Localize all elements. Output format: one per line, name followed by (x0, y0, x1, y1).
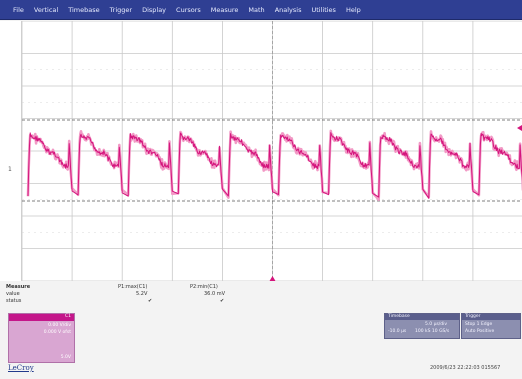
value-label: value (6, 291, 20, 297)
trigger-mode: Stop 1 Edge (465, 322, 493, 327)
channel-1-marker[interactable]: 1 (8, 166, 12, 173)
menu-utilities[interactable]: Utilities (311, 5, 336, 14)
p2-status-check-icon: ✔ (220, 298, 225, 304)
menu-measure[interactable]: Measure (210, 5, 239, 14)
measure-label: Measure (6, 284, 31, 290)
channel-1-descriptor[interactable]: C1 0.00 V/div 0.000 V ofst 5.0V (8, 313, 75, 363)
menu-math[interactable]: Math (248, 5, 265, 14)
menu-help[interactable]: Help (345, 5, 361, 14)
trigger-header-bar (462, 314, 520, 320)
timebase-scale: 5.0 μs/div (425, 322, 448, 327)
channel-level: 5.0V (60, 355, 71, 360)
menu-analysis[interactable]: Analysis (274, 5, 302, 14)
trigger-descriptor[interactable]: Trigger Stop 1 Edge Auto Positive (461, 313, 521, 339)
status-label: status (6, 298, 22, 304)
screen-left-margin: 1 (0, 21, 21, 281)
timebase-delay: -10.0 μs (388, 329, 407, 334)
p1-value: 5.2V (136, 291, 148, 297)
trigger-position-marker[interactable] (269, 276, 276, 281)
timebase-descriptor[interactable]: Timebase -10.0 μs 5.0 μs/div 100 kS 10 G… (384, 313, 460, 339)
channel-scale: 0.00 V/div (48, 323, 71, 328)
channel-offset: 0.000 V ofst (43, 330, 71, 335)
p1-header[interactable]: P1:max(C1) (118, 284, 148, 290)
p1-status-check-icon: ✔ (148, 298, 153, 304)
menu-file[interactable]: File (13, 5, 24, 14)
menu-vertical[interactable]: Vertical (33, 5, 59, 14)
menu-cursors[interactable]: Cursors (176, 5, 201, 14)
acquisition-timestamp: 2009/6/23 22:22:03 015567 (430, 365, 501, 371)
trigger-slope: Auto Positive (465, 329, 495, 334)
waveform-display[interactable] (21, 21, 522, 281)
menu-bar: File Vertical Timebase Trigger Display C… (0, 0, 522, 20)
measure-table: Measure value status P1:max(C1) P2:min(C… (0, 283, 250, 313)
channel-name: C1 (64, 314, 71, 319)
menu-display[interactable]: Display (142, 5, 167, 14)
p2-header[interactable]: P2:min(C1) (190, 284, 218, 290)
timebase-header-bar (385, 314, 459, 320)
waveform-trace-shadow (26, 129, 522, 201)
p2-value: 36.0 mV (204, 291, 226, 297)
lecroy-logo: LeCroy (8, 364, 34, 372)
waveform-trace (27, 132, 522, 199)
trigger-title: Trigger (465, 314, 481, 319)
waveform-grid (22, 21, 522, 281)
trigger-level-marker[interactable] (517, 125, 522, 131)
timebase-sampling: 100 kS 10 GS/s (415, 329, 450, 334)
menu-trigger[interactable]: Trigger (109, 5, 133, 14)
timebase-title: Timebase (388, 314, 410, 319)
menu-timebase[interactable]: Timebase (68, 5, 100, 14)
channel-1-header-bar (9, 314, 74, 321)
